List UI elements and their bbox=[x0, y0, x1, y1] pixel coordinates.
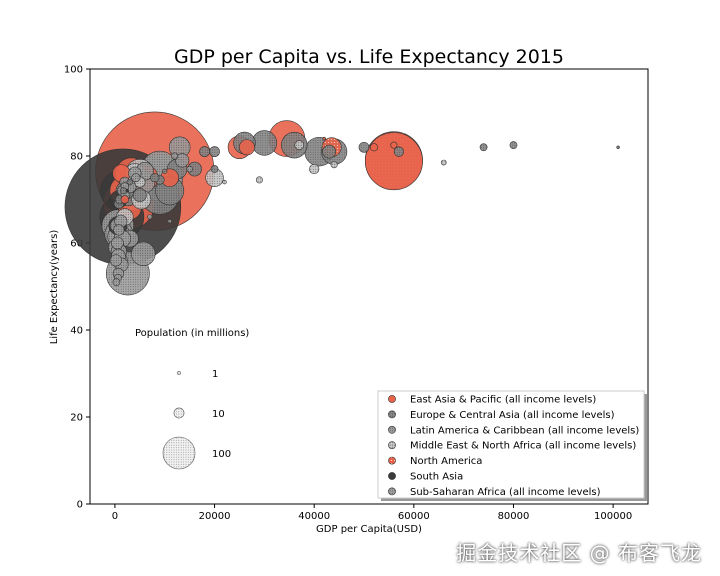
x-tick-label: 20000 bbox=[199, 511, 231, 522]
data-point bbox=[294, 140, 305, 150]
legend-label: North America bbox=[410, 456, 482, 467]
data-point bbox=[390, 141, 398, 149]
legend-marker bbox=[388, 410, 396, 419]
data-point bbox=[109, 254, 122, 267]
data-point bbox=[364, 132, 423, 191]
data-point bbox=[369, 143, 379, 152]
y-tick-label: 20 bbox=[70, 413, 83, 424]
legend-label: East Asia & Pacific (all income levels) bbox=[410, 395, 596, 406]
legend-marker bbox=[388, 395, 396, 403]
size-legend-marker bbox=[173, 407, 185, 419]
watermark: 掘金技术社区 @ 布客飞龙 bbox=[456, 541, 702, 565]
data-point bbox=[132, 188, 147, 203]
data-point bbox=[199, 146, 210, 158]
y-axis-label: Life Expectancy(years) bbox=[49, 230, 60, 345]
x-tick-label: 0 bbox=[112, 511, 118, 522]
data-point bbox=[131, 241, 156, 267]
data-point bbox=[616, 145, 620, 150]
size-legend-label: 100 bbox=[212, 449, 231, 460]
y-tick-label: 40 bbox=[70, 326, 83, 337]
data-point bbox=[509, 141, 518, 150]
data-point bbox=[113, 224, 125, 236]
size-legend-label: 10 bbox=[212, 409, 225, 420]
y-tick-label: 60 bbox=[70, 239, 83, 250]
data-point bbox=[330, 161, 338, 169]
legend-label: South Asia bbox=[410, 472, 463, 483]
size-legend-marker bbox=[162, 436, 196, 470]
data-point bbox=[112, 278, 121, 286]
data-point bbox=[281, 131, 308, 159]
legend-marker bbox=[388, 487, 396, 496]
data-point bbox=[119, 187, 127, 195]
legend-marker bbox=[388, 456, 396, 465]
data-point bbox=[147, 214, 153, 220]
data-point bbox=[131, 173, 141, 183]
legend-marker bbox=[388, 472, 396, 480]
legend-label: Sub-Saharan Africa (all income levels) bbox=[410, 487, 601, 498]
data-point bbox=[171, 152, 179, 160]
legend-box bbox=[377, 390, 645, 499]
legend-label: Europe & Central Asia (all income levels… bbox=[410, 410, 615, 421]
size-legend-label: 1 bbox=[212, 369, 218, 380]
plot-frame bbox=[89, 68, 649, 505]
chart-title: GDP per Capita vs. Life Expectancy 2015 bbox=[174, 46, 564, 68]
data-point bbox=[210, 165, 219, 173]
y-tick-label: 100 bbox=[64, 65, 83, 76]
data-point bbox=[309, 163, 320, 175]
data-point bbox=[120, 195, 130, 204]
data-point bbox=[162, 168, 168, 174]
x-tick-label: 60000 bbox=[398, 511, 430, 522]
legend-label: Middle East & North Africa (all income l… bbox=[410, 441, 636, 452]
data-point bbox=[322, 144, 337, 159]
data-point bbox=[126, 179, 133, 186]
size-legend-marker bbox=[177, 371, 181, 375]
data-point bbox=[167, 219, 172, 224]
data-point bbox=[150, 173, 160, 183]
x-tick-label: 80000 bbox=[498, 511, 530, 522]
data-point bbox=[322, 136, 326, 141]
data-point bbox=[393, 146, 404, 157]
data-point bbox=[479, 143, 488, 152]
data-point bbox=[209, 146, 220, 158]
legend-marker bbox=[388, 441, 396, 450]
data-point bbox=[222, 179, 227, 185]
x-tick-label: 100000 bbox=[594, 511, 632, 522]
size-legend-title: Population (in millions) bbox=[135, 328, 249, 339]
data-point bbox=[358, 141, 370, 153]
y-tick-label: 80 bbox=[70, 152, 83, 163]
data-point bbox=[440, 159, 447, 166]
x-tick-label: 40000 bbox=[298, 511, 330, 522]
data-point bbox=[125, 189, 130, 193]
x-axis-label: GDP per Capita(USD) bbox=[316, 524, 422, 535]
data-point bbox=[111, 236, 124, 250]
plot-area: 0 20000 40000 60000 80000 100000 0 20 40 60 80 100 P… bbox=[64, 65, 649, 522]
data-point bbox=[175, 153, 190, 168]
data-point bbox=[238, 139, 255, 156]
legend-label: Latin America & Caribbean (all income le… bbox=[410, 425, 639, 436]
data-point bbox=[255, 176, 263, 184]
data-point bbox=[186, 165, 193, 173]
legend-marker bbox=[388, 425, 396, 434]
data-point bbox=[251, 130, 278, 156]
y-tick-label: 0 bbox=[77, 500, 83, 511]
